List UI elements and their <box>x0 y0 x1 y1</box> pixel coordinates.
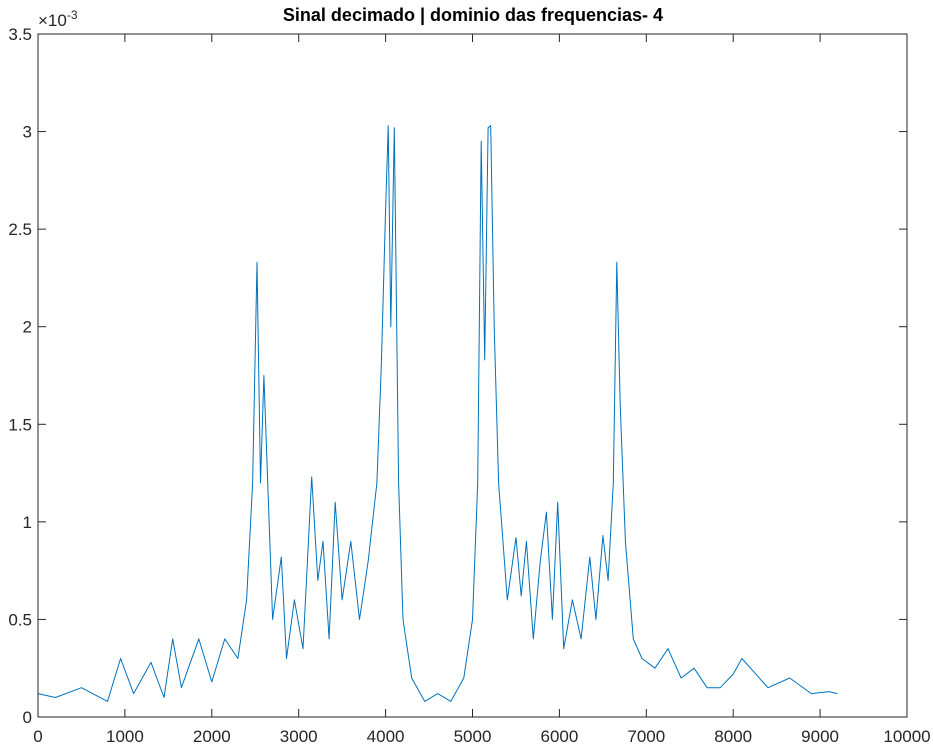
y-exponent-power: -3 <box>67 8 78 22</box>
y-tick-label: 0 <box>23 708 32 727</box>
y-tick-label: 2.5 <box>8 220 32 239</box>
x-tick-label: 3000 <box>280 727 318 746</box>
x-tick-label: 6000 <box>540 727 578 746</box>
x-tick-label: 10000 <box>883 727 930 746</box>
ticks-layer: 0 1000 2000 3000 4000 5000 6000 7000 8000 9000 100… <box>8 25 930 746</box>
y-tick-label: 3 <box>23 123 32 142</box>
chart-title: Sinal decimado | dominio das frequencias… <box>283 5 663 25</box>
x-tick-label: 7000 <box>627 727 665 746</box>
series-line <box>37 125 838 702</box>
x-tick-label: 2000 <box>193 727 231 746</box>
y-tick-label: 3.5 <box>8 25 32 44</box>
y-exponent-label: ×10-3 <box>38 8 78 30</box>
x-tick-label: 4000 <box>367 727 405 746</box>
x-tick-label: 8000 <box>714 727 752 746</box>
x-tick-label: 1000 <box>106 727 144 746</box>
x-tick-label: 5000 <box>454 727 492 746</box>
y-tick-label: 0.5 <box>8 610 32 629</box>
y-exponent-base: ×10 <box>38 11 67 30</box>
y-tick-label: 1.5 <box>8 415 32 434</box>
x-tick-label: 0 <box>33 727 42 746</box>
y-tick-label: 1 <box>23 513 32 532</box>
x-tick-label: 9000 <box>801 727 839 746</box>
data-layer <box>37 125 838 702</box>
y-tick-label: 2 <box>23 318 32 337</box>
